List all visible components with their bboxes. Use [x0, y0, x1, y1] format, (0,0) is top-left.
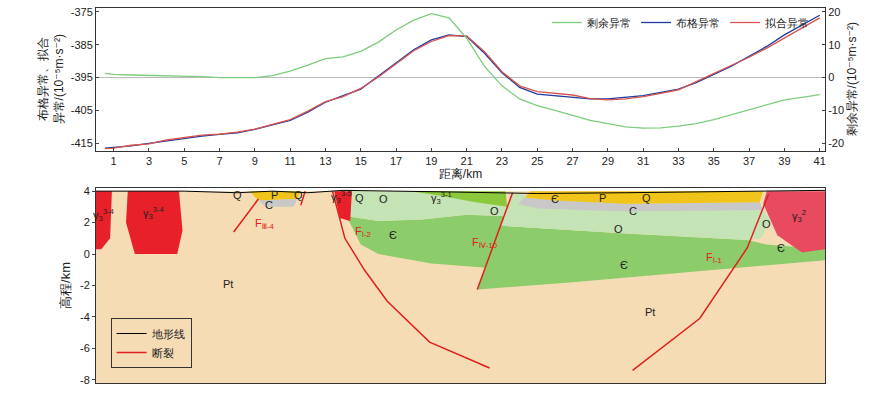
- svg-text:拟合异常: 拟合异常: [765, 17, 809, 29]
- svg-text:15: 15: [355, 155, 367, 167]
- svg-text:C: C: [265, 199, 273, 211]
- svg-text:布格异常、拟合异常/(10⁻⁵m·s⁻²): 布格异常、拟合异常/(10⁻⁵m·s⁻²): [36, 34, 66, 124]
- svg-text:F​Ⅳ-10​: F​Ⅳ-10​: [472, 236, 497, 250]
- svg-text:-8: -8: [80, 374, 90, 386]
- svg-text:19: 19: [425, 155, 437, 167]
- svg-text:断裂: 断裂: [152, 347, 174, 359]
- svg-text:9: 9: [252, 155, 258, 167]
- svg-text:Pt: Pt: [223, 278, 233, 290]
- svg-text:33: 33: [672, 155, 684, 167]
- svg-text:25: 25: [531, 155, 543, 167]
- svg-text:F​Ⅲ-4​: F​Ⅲ-4​: [255, 217, 275, 231]
- svg-text:O: O: [762, 218, 771, 230]
- svg-text:-4: -4: [80, 311, 90, 323]
- svg-text:布格异常: 布格异常: [676, 17, 720, 29]
- svg-text:Pt: Pt: [645, 306, 655, 318]
- svg-text:-20: -20: [828, 137, 844, 149]
- svg-text:1: 1: [111, 155, 117, 167]
- svg-text:37: 37: [743, 155, 755, 167]
- svg-text:Q: Q: [642, 192, 651, 204]
- svg-text:-395: -395: [71, 71, 93, 83]
- svg-text:O: O: [614, 223, 623, 235]
- svg-text:地形线: 地形线: [151, 328, 185, 340]
- svg-text:10: 10: [828, 39, 840, 51]
- svg-text:-385: -385: [71, 39, 93, 51]
- svg-text:11: 11: [284, 155, 295, 167]
- svg-text:Є: Є: [620, 259, 628, 271]
- svg-text:-2: -2: [80, 279, 90, 291]
- svg-text:-375: -375: [71, 6, 93, 18]
- svg-text:29: 29: [602, 155, 614, 167]
- svg-text:5: 5: [181, 155, 187, 167]
- svg-text:O: O: [490, 205, 499, 217]
- svg-text:-415: -415: [71, 137, 93, 149]
- svg-text:0: 0: [828, 71, 834, 83]
- svg-text:39: 39: [778, 155, 790, 167]
- svg-text:7: 7: [216, 155, 222, 167]
- svg-text:31: 31: [637, 155, 649, 167]
- svg-text:17: 17: [390, 155, 402, 167]
- svg-text:距离/km: 距离/km: [439, 167, 482, 181]
- svg-text:F​Ⅰ-1​: F​Ⅰ-1​: [706, 251, 722, 265]
- svg-text:23: 23: [496, 155, 508, 167]
- svg-text:剩余异常: 剩余异常: [587, 17, 631, 29]
- svg-text:27: 27: [566, 155, 578, 167]
- svg-text:高程/km: 高程/km: [58, 262, 73, 309]
- svg-text:0: 0: [84, 248, 90, 260]
- svg-text:Q: Q: [355, 192, 364, 204]
- svg-text:-10: -10: [828, 104, 844, 116]
- svg-text:Q: Q: [233, 189, 242, 201]
- svg-text:13: 13: [319, 155, 331, 167]
- svg-text:O: O: [379, 193, 388, 205]
- svg-text:剩余异常/(10⁻⁵m·s⁻²): 剩余异常/(10⁻⁵m·s⁻²): [845, 22, 859, 136]
- svg-text:P: P: [599, 192, 606, 204]
- svg-text:35: 35: [708, 155, 720, 167]
- svg-text:γ​3​​3-1​: γ​3​​3-1​: [431, 190, 452, 206]
- svg-text:Є: Є: [389, 229, 397, 241]
- svg-text:20: 20: [828, 6, 840, 18]
- svg-text:41: 41: [814, 155, 826, 167]
- svg-text:F​Ⅰ-2​: F​Ⅰ-2​: [355, 225, 371, 239]
- svg-text:4: 4: [84, 185, 90, 197]
- svg-text:C: C: [629, 205, 637, 217]
- svg-text:Є: Є: [551, 193, 559, 205]
- svg-text:-405: -405: [71, 104, 93, 116]
- svg-text:γ​3​​2​: γ​3​​2​: [792, 208, 806, 224]
- svg-text:Q: Q: [294, 189, 303, 201]
- svg-text:P: P: [271, 189, 278, 201]
- svg-text:Є: Є: [777, 242, 785, 254]
- svg-text:γ​3​​3-5​: γ​3​​3-5​: [331, 189, 352, 205]
- svg-text:γ​3​​3-4​: γ​3​​3-4​: [93, 207, 115, 223]
- svg-text:2: 2: [84, 216, 90, 228]
- svg-text:21: 21: [461, 155, 473, 167]
- svg-text:γ​3​​3-4​: γ​3​​3-4​: [143, 205, 165, 221]
- svg-text:-6: -6: [80, 342, 90, 354]
- svg-text:3: 3: [146, 155, 152, 167]
